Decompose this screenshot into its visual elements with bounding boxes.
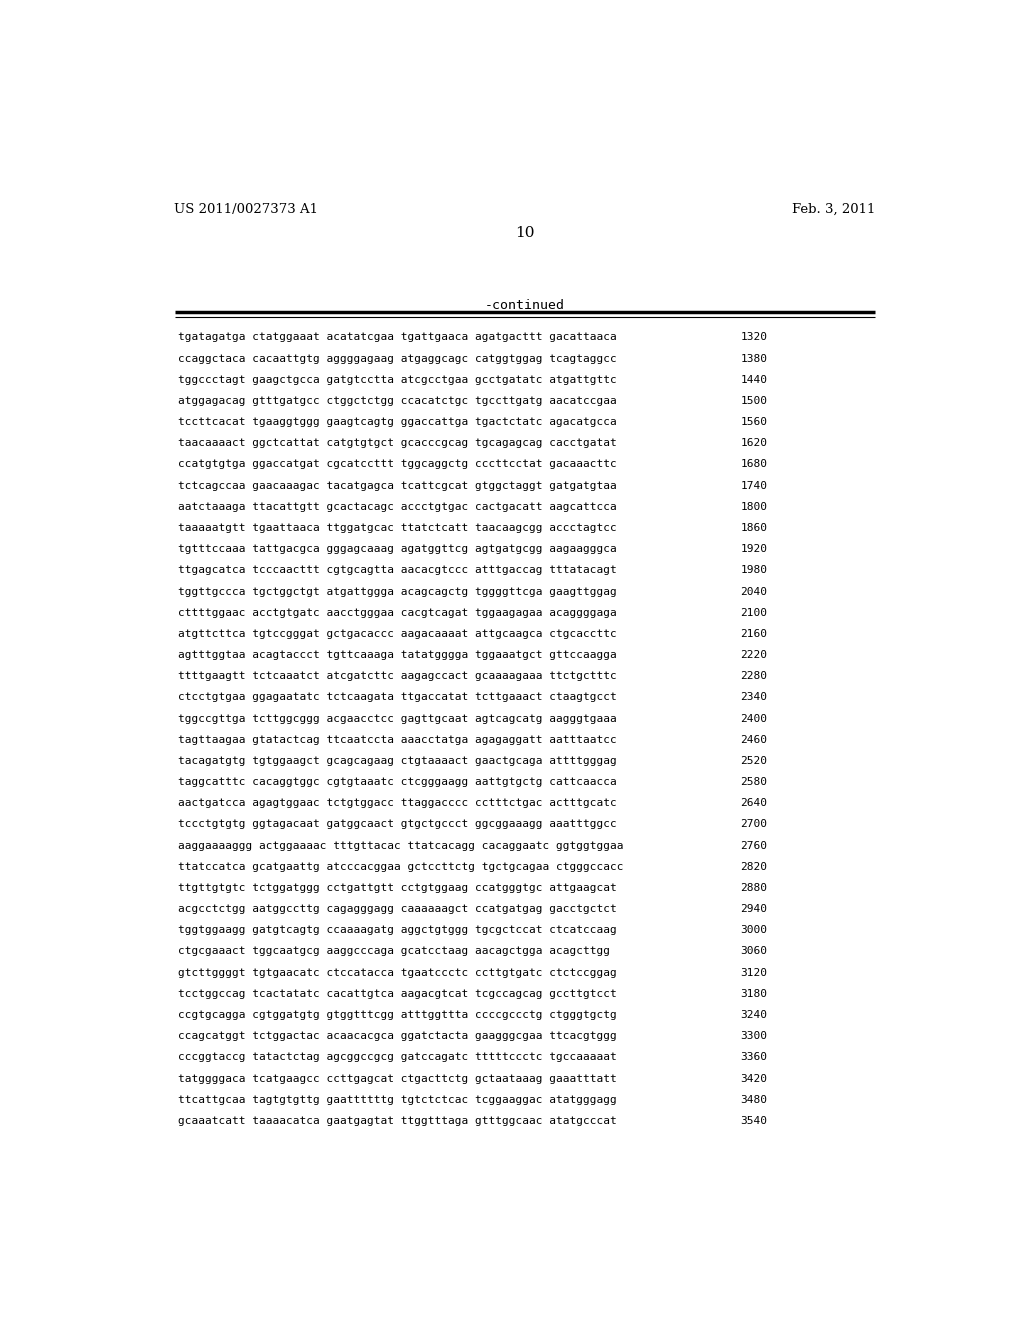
Text: 3360: 3360 [740, 1052, 767, 1063]
Text: agtttggtaa acagtaccct tgttcaaaga tatatgggga tggaaatgct gttccaagga: agtttggtaa acagtaccct tgttcaaaga tatatgg… [178, 649, 617, 660]
Text: 3060: 3060 [740, 946, 767, 957]
Text: ccaggctaca cacaattgtg aggggagaag atgaggcagc catggtggag tcagtaggcc: ccaggctaca cacaattgtg aggggagaag atgaggc… [178, 354, 617, 363]
Text: 3420: 3420 [740, 1073, 767, 1084]
Text: cttttggaac acctgtgatc aacctgggaa cacgtcagat tggaagagaa acaggggaga: cttttggaac acctgtgatc aacctgggaa cacgtca… [178, 607, 617, 618]
Text: tggtggaagg gatgtcagtg ccaaaagatg aggctgtggg tgcgctccat ctcatccaag: tggtggaagg gatgtcagtg ccaaaagatg aggctgt… [178, 925, 617, 936]
Text: Feb. 3, 2011: Feb. 3, 2011 [792, 203, 876, 216]
Text: taaaaatgtt tgaattaaca ttggatgcac ttatctcatt taacaagcgg accctagtcc: taaaaatgtt tgaattaaca ttggatgcac ttatctc… [178, 523, 617, 533]
Text: tccttcacat tgaaggtggg gaagtcagtg ggaccattga tgactctatc agacatgcca: tccttcacat tgaaggtggg gaagtcagtg ggaccat… [178, 417, 617, 428]
Text: 2940: 2940 [740, 904, 767, 915]
Text: tcctggccag tcactatatc cacattgtca aagacgtcat tcgccagcag gccttgtcct: tcctggccag tcactatatc cacattgtca aagacgt… [178, 989, 617, 999]
Text: 2400: 2400 [740, 714, 767, 723]
Text: 1380: 1380 [740, 354, 767, 363]
Text: 1500: 1500 [740, 396, 767, 407]
Text: 1920: 1920 [740, 544, 767, 554]
Text: tccctgtgtg ggtagacaat gatggcaact gtgctgccct ggcggaaagg aaatttggcc: tccctgtgtg ggtagacaat gatggcaact gtgctgc… [178, 820, 617, 829]
Text: aaggaaaaggg actggaaaac tttgttacac ttatcacagg cacaggaatc ggtggtggaa: aaggaaaaggg actggaaaac tttgttacac ttatca… [178, 841, 624, 850]
Text: 2460: 2460 [740, 735, 767, 744]
Text: ttgagcatca tcccaacttt cgtgcagtta aacacgtccc atttgaccag tttatacagt: ttgagcatca tcccaacttt cgtgcagtta aacacgt… [178, 565, 617, 576]
Text: 3000: 3000 [740, 925, 767, 936]
Text: gtcttggggt tgtgaacatc ctccatacca tgaatccctc ccttgtgatc ctctccggag: gtcttggggt tgtgaacatc ctccatacca tgaatcc… [178, 968, 617, 978]
Text: taacaaaact ggctcattat catgtgtgct gcacccgcag tgcagagcag cacctgatat: taacaaaact ggctcattat catgtgtgct gcacccg… [178, 438, 617, 449]
Text: tagttaagaa gtatactcag ttcaatccta aaacctatga agagaggatt aatttaatcc: tagttaagaa gtatactcag ttcaatccta aaaccta… [178, 735, 617, 744]
Text: ttatccatca gcatgaattg atcccacggaa gctccttctg tgctgcagaa ctgggccacc: ttatccatca gcatgaattg atcccacggaa gctcct… [178, 862, 624, 871]
Text: US 2011/0027373 A1: US 2011/0027373 A1 [174, 203, 318, 216]
Text: 2580: 2580 [740, 777, 767, 787]
Text: tggccgttga tcttggcggg acgaacctcc gagttgcaat agtcagcatg aagggtgaaa: tggccgttga tcttggcggg acgaacctcc gagttgc… [178, 714, 617, 723]
Text: 1440: 1440 [740, 375, 767, 384]
Text: tatggggaca tcatgaagcc ccttgagcat ctgacttctg gctaataaag gaaatttatt: tatggggaca tcatgaagcc ccttgagcat ctgactt… [178, 1073, 617, 1084]
Text: 2160: 2160 [740, 628, 767, 639]
Text: ccatgtgtga ggaccatgat cgcatccttt tggcaggctg cccttcctat gacaaacttc: ccatgtgtga ggaccatgat cgcatccttt tggcagg… [178, 459, 617, 470]
Text: 2340: 2340 [740, 693, 767, 702]
Text: 1320: 1320 [740, 333, 767, 342]
Text: -continued: -continued [484, 300, 565, 313]
Text: acgcctctgg aatggccttg cagagggagg caaaaaagct ccatgatgag gacctgctct: acgcctctgg aatggccttg cagagggagg caaaaaa… [178, 904, 617, 915]
Text: taggcatttc cacaggtggc cgtgtaaatc ctcgggaagg aattgtgctg cattcaacca: taggcatttc cacaggtggc cgtgtaaatc ctcggga… [178, 777, 617, 787]
Text: 1740: 1740 [740, 480, 767, 491]
Text: ccgtgcagga cgtggatgtg gtggtttcgg atttggttta ccccgccctg ctgggtgctg: ccgtgcagga cgtggatgtg gtggtttcgg atttggt… [178, 1010, 617, 1020]
Text: 2820: 2820 [740, 862, 767, 871]
Text: 2640: 2640 [740, 799, 767, 808]
Text: 2040: 2040 [740, 586, 767, 597]
Text: gcaaatcatt taaaacatca gaatgagtat ttggtttaga gtttggcaac atatgcccat: gcaaatcatt taaaacatca gaatgagtat ttggttt… [178, 1115, 617, 1126]
Text: aactgatcca agagtggaac tctgtggacc ttaggacccc cctttctgac actttgcatc: aactgatcca agagtggaac tctgtggacc ttaggac… [178, 799, 617, 808]
Text: 3180: 3180 [740, 989, 767, 999]
Text: tggttgccca tgctggctgt atgattggga acagcagctg tggggttcga gaagttggag: tggttgccca tgctggctgt atgattggga acagcag… [178, 586, 617, 597]
Text: 2880: 2880 [740, 883, 767, 892]
Text: cccggtaccg tatactctag agcggccgcg gatccagatc tttttccctc tgccaaaaat: cccggtaccg tatactctag agcggccgcg gatccag… [178, 1052, 617, 1063]
Text: 3480: 3480 [740, 1094, 767, 1105]
Text: ccagcatggt tctggactac acaacacgca ggatctacta gaagggcgaa ttcacgtggg: ccagcatggt tctggactac acaacacgca ggatcta… [178, 1031, 617, 1041]
Text: tggccctagt gaagctgcca gatgtcctta atcgcctgaa gcctgatatc atgattgttc: tggccctagt gaagctgcca gatgtcctta atcgcct… [178, 375, 617, 384]
Text: 2700: 2700 [740, 820, 767, 829]
Text: 2760: 2760 [740, 841, 767, 850]
Text: 1980: 1980 [740, 565, 767, 576]
Text: ctgcgaaact tggcaatgcg aaggcccaga gcatcctaag aacagctgga acagcttgg: ctgcgaaact tggcaatgcg aaggcccaga gcatcct… [178, 946, 610, 957]
Text: 1800: 1800 [740, 502, 767, 512]
Text: tgatagatga ctatggaaat acatatcgaa tgattgaaca agatgacttt gacattaaca: tgatagatga ctatggaaat acatatcgaa tgattga… [178, 333, 617, 342]
Text: 2520: 2520 [740, 756, 767, 766]
Text: ctcctgtgaa ggagaatatc tctcaagata ttgaccatat tcttgaaact ctaagtgcct: ctcctgtgaa ggagaatatc tctcaagata ttgacca… [178, 693, 617, 702]
Text: 3300: 3300 [740, 1031, 767, 1041]
Text: tacagatgtg tgtggaagct gcagcagaag ctgtaaaact gaactgcaga attttgggag: tacagatgtg tgtggaagct gcagcagaag ctgtaaa… [178, 756, 617, 766]
Text: 1560: 1560 [740, 417, 767, 428]
Text: 10: 10 [515, 226, 535, 240]
Text: 3540: 3540 [740, 1115, 767, 1126]
Text: 2220: 2220 [740, 649, 767, 660]
Text: ttttgaagtt tctcaaatct atcgatcttc aagagccact gcaaaagaaa ttctgctttc: ttttgaagtt tctcaaatct atcgatcttc aagagcc… [178, 671, 617, 681]
Text: ttcattgcaa tagtgtgttg gaattttttg tgtctctcac tcggaaggac atatgggagg: ttcattgcaa tagtgtgttg gaattttttg tgtctct… [178, 1094, 617, 1105]
Text: 1860: 1860 [740, 523, 767, 533]
Text: 1680: 1680 [740, 459, 767, 470]
Text: 3240: 3240 [740, 1010, 767, 1020]
Text: 3120: 3120 [740, 968, 767, 978]
Text: tctcagccaa gaacaaagac tacatgagca tcattcgcat gtggctaggt gatgatgtaa: tctcagccaa gaacaaagac tacatgagca tcattcg… [178, 480, 617, 491]
Text: 2100: 2100 [740, 607, 767, 618]
Text: 2280: 2280 [740, 671, 767, 681]
Text: tgtttccaaa tattgacgca gggagcaaag agatggttcg agtgatgcgg aagaagggca: tgtttccaaa tattgacgca gggagcaaag agatggt… [178, 544, 617, 554]
Text: atgttcttca tgtccgggat gctgacaccc aagacaaaat attgcaagca ctgcaccttc: atgttcttca tgtccgggat gctgacaccc aagacaa… [178, 628, 617, 639]
Text: aatctaaaga ttacattgtt gcactacagc accctgtgac cactgacatt aagcattcca: aatctaaaga ttacattgtt gcactacagc accctgt… [178, 502, 617, 512]
Text: atggagacag gtttgatgcc ctggctctgg ccacatctgc tgccttgatg aacatccgaa: atggagacag gtttgatgcc ctggctctgg ccacatc… [178, 396, 617, 407]
Text: 1620: 1620 [740, 438, 767, 449]
Text: ttgttgtgtc tctggatggg cctgattgtt cctgtggaag ccatgggtgc attgaagcat: ttgttgtgtc tctggatggg cctgattgtt cctgtgg… [178, 883, 617, 892]
